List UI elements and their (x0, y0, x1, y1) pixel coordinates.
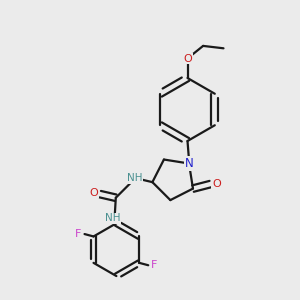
Text: O: O (212, 179, 221, 189)
Text: N: N (184, 157, 194, 170)
Text: F: F (75, 229, 82, 239)
Text: NH: NH (127, 173, 142, 183)
Text: O: O (183, 53, 192, 64)
Text: O: O (90, 188, 99, 198)
Text: NH: NH (105, 213, 121, 223)
Text: F: F (151, 260, 158, 270)
